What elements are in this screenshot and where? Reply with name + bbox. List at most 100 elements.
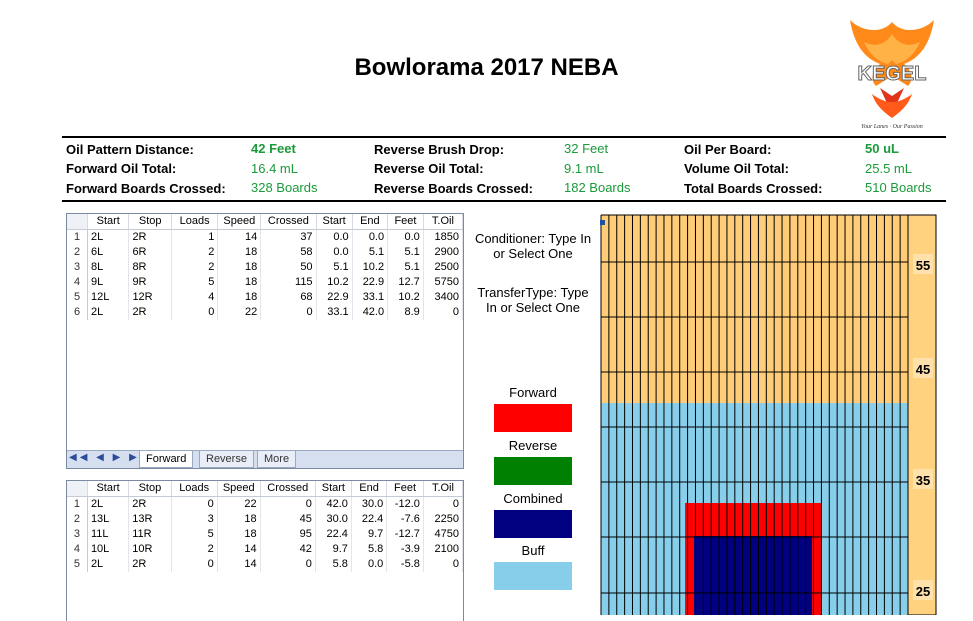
table-cell[interactable]: 2L <box>87 229 130 245</box>
table-cell[interactable]: 22 <box>217 305 262 320</box>
column-header[interactable]: Feet <box>387 214 424 230</box>
table-cell[interactable]: 18 <box>217 512 261 527</box>
table-cell[interactable]: 8.9 <box>387 305 424 320</box>
table-cell[interactable]: 5.1 <box>352 245 389 260</box>
transfer-type-selector[interactable]: TransferType: Type In or Select One <box>477 285 589 315</box>
table-cell[interactable]: 10.2 <box>352 260 389 275</box>
table-row[interactable]: 5 2L 2R 0 14 0 5.8 0.0 -5.8 0 <box>67 557 464 572</box>
column-header[interactable]: Stop <box>128 214 172 230</box>
table-cell[interactable]: 5 <box>171 527 218 542</box>
table-cell[interactable]: 2R <box>128 305 172 320</box>
table-cell[interactable]: 18 <box>217 260 262 275</box>
column-header[interactable]: Start <box>87 214 130 230</box>
column-header[interactable]: Loads <box>171 214 219 230</box>
tab-reverse[interactable]: Reverse <box>199 451 254 468</box>
table-cell[interactable]: -12.0 <box>386 496 424 512</box>
table-cell[interactable]: 11L <box>87 527 130 542</box>
table-cell[interactable]: 5.1 <box>387 260 424 275</box>
table-cell[interactable]: 22 <box>217 496 261 512</box>
table-cell[interactable]: 50 <box>260 260 317 275</box>
table-row[interactable]: 5 12L 12R 4 18 68 22.9 33.1 10.2 3400 <box>67 290 464 305</box>
table-cell[interactable]: 33.1 <box>352 290 389 305</box>
table-cell[interactable]: 58 <box>260 245 317 260</box>
table-cell[interactable]: 1 <box>171 229 219 245</box>
table-cell[interactable]: 22.4 <box>315 527 352 542</box>
table-cell[interactable]: 2100 <box>423 542 464 557</box>
table-cell[interactable]: 14 <box>217 542 261 557</box>
table-cell[interactable]: 37 <box>260 229 317 245</box>
table-row[interactable]: 2 6L 6R 2 18 58 0.0 5.1 5.1 2900 <box>67 245 464 260</box>
table-cell[interactable]: 2L <box>87 305 130 320</box>
table-cell[interactable]: 9R <box>128 275 172 290</box>
table-cell[interactable]: 22.9 <box>316 290 353 305</box>
table-row[interactable]: 4 9L 9R 5 18 115 10.2 22.9 12.7 5750 <box>67 275 464 290</box>
column-header[interactable]: Loads <box>171 481 218 497</box>
column-header[interactable]: Start <box>316 214 353 230</box>
table-cell[interactable]: 12L <box>87 290 130 305</box>
table-cell[interactable]: 5750 <box>423 275 464 290</box>
table-cell[interactable]: 0.0 <box>387 229 424 245</box>
table-cell[interactable]: 5.1 <box>316 260 353 275</box>
column-header[interactable]: Start <box>87 481 130 497</box>
column-header[interactable]: T.Oil <box>423 214 464 230</box>
column-header[interactable]: Speed <box>217 481 261 497</box>
tab-scroll-arrows-icon[interactable]: ◀◀ ◀ ▶ ▶▶ <box>69 452 151 463</box>
table-cell[interactable]: 10.2 <box>316 275 353 290</box>
tab-more[interactable]: More <box>257 451 297 468</box>
table-cell[interactable]: 2R <box>128 229 172 245</box>
table-cell[interactable]: 14 <box>217 229 262 245</box>
table-cell[interactable]: 5.1 <box>387 245 424 260</box>
table-cell[interactable]: 12R <box>128 290 172 305</box>
tab-forward[interactable]: Forward <box>139 451 194 468</box>
table-cell[interactable]: 8L <box>87 260 130 275</box>
table-cell[interactable]: 2 <box>171 245 219 260</box>
conditioner-selector[interactable]: Conditioner: Type In or Select One <box>474 231 592 261</box>
table-cell[interactable]: 22.4 <box>351 512 388 527</box>
table-cell[interactable]: 3 <box>171 512 218 527</box>
table-row[interactable]: 4 10L 10R 2 14 42 9.7 5.8 -3.9 2100 <box>67 542 464 557</box>
table-row[interactable]: 2 13L 13R 3 18 45 30.0 22.4 -7.6 2250 <box>67 512 464 527</box>
table-row[interactable]: 6 2L 2R 0 22 0 33.1 42.0 8.9 0 <box>67 305 464 320</box>
column-header[interactable]: Crossed <box>260 481 316 497</box>
table-cell[interactable]: 4750 <box>423 527 464 542</box>
column-header[interactable]: Stop <box>128 481 172 497</box>
table-cell[interactable]: 0 <box>260 305 317 320</box>
table-cell[interactable]: 42.0 <box>315 496 352 512</box>
table-row[interactable]: 3 8L 8R 2 18 50 5.1 10.2 5.1 2500 <box>67 260 464 275</box>
grid-corner[interactable] <box>67 214 89 230</box>
table-cell[interactable]: 0 <box>260 496 316 512</box>
column-header[interactable]: End <box>352 214 389 230</box>
table-cell[interactable]: 2900 <box>423 245 464 260</box>
column-header[interactable]: Speed <box>217 214 262 230</box>
table-cell[interactable]: 5.8 <box>351 542 388 557</box>
column-header[interactable]: End <box>351 481 388 497</box>
table-cell[interactable]: 6R <box>128 245 172 260</box>
table-cell[interactable]: 10R <box>128 542 172 557</box>
table-cell[interactable]: 14 <box>217 557 261 572</box>
table-cell[interactable]: 2250 <box>423 512 464 527</box>
table-cell[interactable]: 18 <box>217 275 262 290</box>
table-cell[interactable]: 0 <box>171 496 218 512</box>
table-cell[interactable]: 0.0 <box>316 229 353 245</box>
reverse-pattern-grid[interactable]: Start Stop Loads Speed Crossed Start End Feet T.… <box>66 480 464 621</box>
table-cell[interactable]: -12.7 <box>386 527 424 542</box>
grid-corner[interactable] <box>67 481 88 497</box>
table-cell[interactable]: 5 <box>171 275 219 290</box>
table-cell[interactable]: 115 <box>260 275 317 290</box>
table-cell[interactable]: 4 <box>171 290 219 305</box>
forward-pattern-grid[interactable]: Start Stop Loads Speed Crossed Start End Feet T.… <box>66 213 464 469</box>
column-header[interactable]: Start <box>315 481 352 497</box>
table-cell[interactable]: 30.0 <box>351 496 388 512</box>
table-cell[interactable]: 10.2 <box>387 290 424 305</box>
table-cell[interactable]: 3400 <box>423 290 464 305</box>
table-cell[interactable]: 2R <box>128 557 172 572</box>
table-cell[interactable]: 18 <box>217 290 262 305</box>
table-cell[interactable]: 13L <box>87 512 130 527</box>
table-cell[interactable]: 2 <box>171 260 219 275</box>
column-header[interactable]: Feet <box>386 481 424 497</box>
table-cell[interactable]: 18 <box>217 527 261 542</box>
table-cell[interactable]: 0 <box>260 557 316 572</box>
table-cell[interactable]: 9L <box>87 275 130 290</box>
table-cell[interactable]: 0 <box>171 557 218 572</box>
table-cell[interactable]: 68 <box>260 290 317 305</box>
